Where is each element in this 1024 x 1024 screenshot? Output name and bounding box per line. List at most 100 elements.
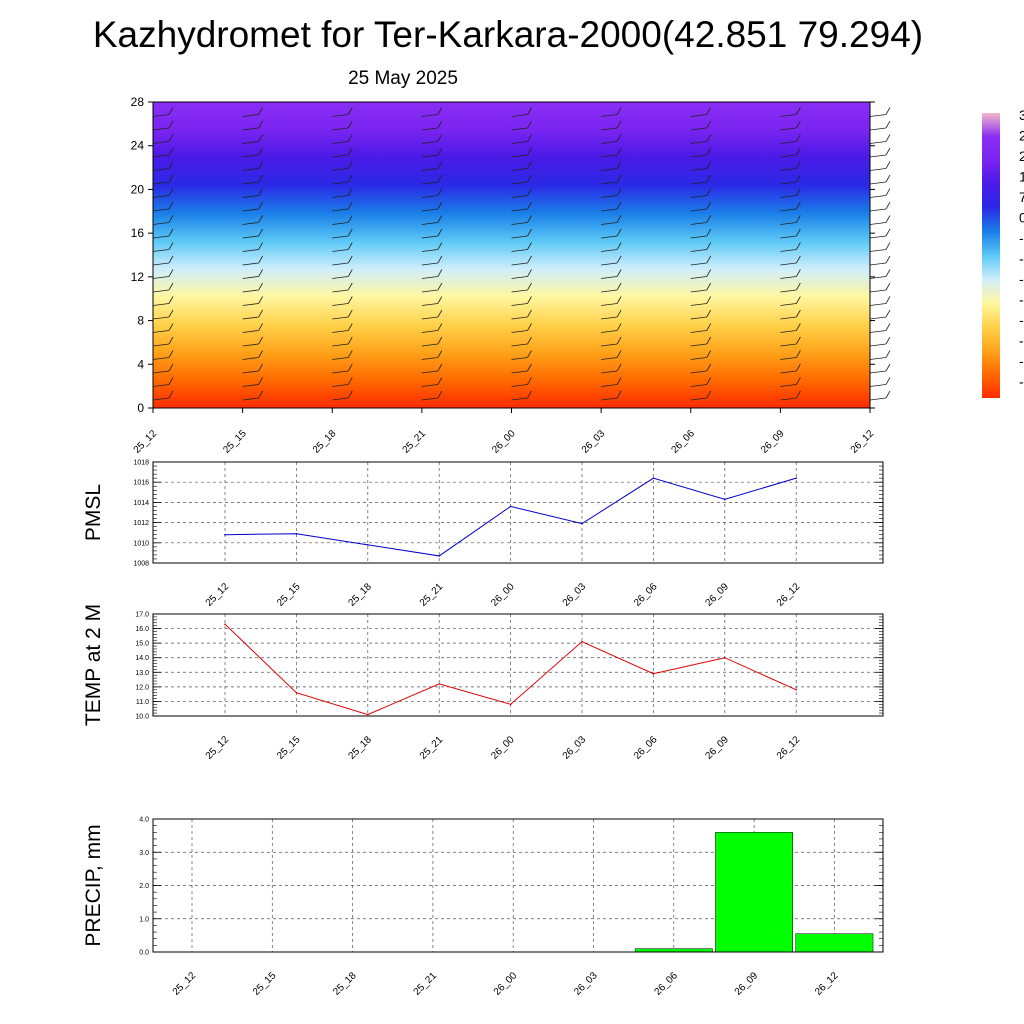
wind-barb bbox=[242, 343, 259, 347]
wind-barb bbox=[869, 303, 887, 306]
wind-barb-flag bbox=[168, 107, 174, 115]
wind-barb-flag bbox=[347, 228, 353, 237]
colorbar-label: - bbox=[1019, 230, 1024, 246]
wind-barb bbox=[511, 154, 528, 158]
wind-barb bbox=[690, 249, 707, 252]
x-tick-label: 26_03 bbox=[561, 734, 589, 762]
wind-barb-flag bbox=[706, 309, 712, 318]
wind-barb-flag bbox=[885, 201, 891, 210]
wind-barb-flag bbox=[258, 323, 263, 331]
wind-barb bbox=[601, 141, 618, 144]
data-point bbox=[224, 533, 226, 536]
wind-barb-flag bbox=[796, 255, 801, 264]
y-tick-label: 1018 bbox=[133, 460, 149, 467]
x-tick-label: 25_21 bbox=[418, 581, 446, 609]
wind-barb-flag bbox=[616, 350, 622, 358]
chart-title: Kazhydromet for Ter-Karkara-2000(42.851 … bbox=[93, 14, 923, 55]
y-axis-label: PMSL bbox=[82, 484, 105, 541]
wind-barb-flag bbox=[168, 120, 174, 129]
data-point bbox=[724, 656, 726, 659]
y-tick-label: 17.0 bbox=[135, 612, 149, 619]
wind-barb-flag bbox=[168, 242, 174, 250]
wind-barb bbox=[421, 330, 438, 333]
wind-barb-flag bbox=[527, 107, 532, 115]
wind-barb-flag bbox=[168, 296, 174, 304]
wind-barb-flag bbox=[258, 134, 263, 142]
wind-barb bbox=[421, 343, 438, 347]
wind-barb bbox=[421, 114, 438, 117]
data-point bbox=[367, 713, 369, 716]
wind-barb bbox=[242, 397, 259, 401]
wind-barb bbox=[780, 276, 797, 279]
wind-barb-flag bbox=[616, 161, 622, 169]
wind-barb-flag bbox=[616, 323, 622, 331]
wind-barb bbox=[332, 343, 349, 347]
wind-barb bbox=[690, 114, 707, 117]
wind-barb bbox=[601, 330, 618, 333]
wind-barb-flag bbox=[168, 147, 174, 156]
data-point bbox=[438, 555, 441, 557]
wind-barb bbox=[242, 262, 259, 266]
x-tick-label: 25_12 bbox=[171, 970, 199, 998]
wind-barb-flag bbox=[796, 323, 801, 331]
wind-barb-flag bbox=[347, 255, 353, 264]
wind-barb bbox=[421, 208, 438, 212]
wind-barb-flag bbox=[885, 282, 891, 291]
wind-barb bbox=[421, 357, 438, 360]
wind-barb-flag bbox=[885, 377, 891, 385]
y-tick-label: 1010 bbox=[133, 540, 149, 547]
wind-barb bbox=[152, 384, 170, 387]
colorbar-label: - bbox=[1019, 292, 1024, 308]
wind-barbs bbox=[152, 107, 891, 401]
wind-barb-flag bbox=[616, 255, 622, 264]
wind-barb-flag bbox=[258, 309, 263, 318]
wind-barb bbox=[332, 316, 349, 320]
wind-barb-flag bbox=[616, 309, 622, 318]
wind-barb-flag bbox=[616, 201, 622, 210]
wind-barb-flag bbox=[796, 390, 801, 399]
panel-frame bbox=[152, 461, 884, 564]
wind-barb bbox=[601, 289, 618, 293]
wind-barb-flag bbox=[347, 107, 353, 115]
y-tick-label: 4.0 bbox=[139, 817, 149, 824]
wind-barb bbox=[690, 384, 707, 387]
panel-frame bbox=[152, 818, 884, 953]
data-point bbox=[724, 498, 726, 501]
wind-barb-flag bbox=[885, 188, 891, 196]
wind-barb-flag bbox=[706, 228, 712, 237]
colorbar-label: - bbox=[1019, 333, 1024, 349]
wind-barb bbox=[332, 235, 349, 239]
wind-barb bbox=[242, 222, 259, 225]
wind-barb-flag bbox=[527, 242, 532, 250]
wind-barb bbox=[152, 303, 170, 306]
wind-barb bbox=[242, 168, 259, 171]
wind-barb-flag bbox=[347, 296, 353, 304]
wind-barb-flag bbox=[885, 147, 891, 156]
wind-barb bbox=[690, 195, 707, 198]
wind-barb bbox=[690, 154, 707, 158]
wind-barb-flag bbox=[885, 107, 891, 115]
wind-barb-flag bbox=[168, 336, 174, 345]
wind-barb bbox=[869, 222, 887, 225]
wind-barb bbox=[780, 141, 797, 144]
wind-barb-flag bbox=[616, 282, 622, 291]
colorbar-label: - bbox=[1019, 353, 1024, 369]
y-tick-label: 10.0 bbox=[135, 714, 149, 721]
wind-barb bbox=[242, 181, 259, 185]
data-point bbox=[367, 544, 369, 546]
wind-barb bbox=[780, 249, 797, 252]
x-tick-label: 26_00 bbox=[490, 428, 518, 456]
y-axis-label: TEMP at 2 M bbox=[82, 604, 105, 726]
wind-barb bbox=[152, 262, 170, 266]
wind-barb-flag bbox=[885, 390, 891, 399]
wind-barb-flag bbox=[796, 107, 801, 115]
wind-barb-flag bbox=[258, 282, 263, 291]
wind-barb-flag bbox=[347, 350, 353, 358]
wind-barb bbox=[690, 316, 707, 320]
wind-barb bbox=[780, 235, 797, 239]
x-tick-label: 26_09 bbox=[703, 734, 731, 762]
wind-barb bbox=[421, 276, 438, 279]
panel-frame bbox=[152, 613, 884, 717]
wind-barb-flag bbox=[168, 174, 174, 183]
y-tick-label: 12 bbox=[131, 270, 145, 284]
